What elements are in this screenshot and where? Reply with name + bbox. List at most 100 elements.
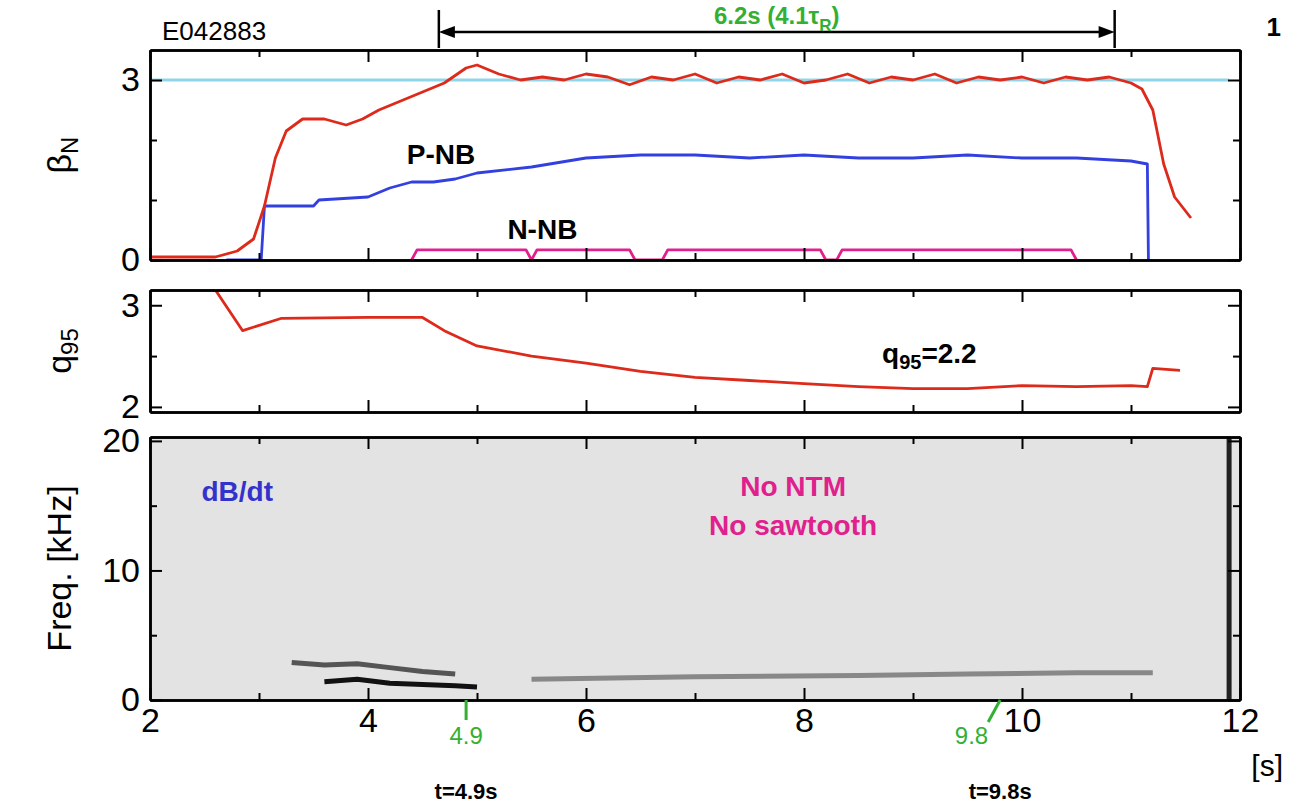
tick: [477, 253, 478, 260]
tick-mark: [1233, 140, 1240, 142]
tick: [1131, 437, 1132, 444]
axis-line: [149, 51, 152, 261]
tick: [477, 693, 478, 700]
tick: [1022, 50, 1023, 62]
tick: [1233, 140, 1240, 141]
tick: [1131, 693, 1132, 700]
tick-mark: [1131, 50, 1133, 57]
tick: [368, 50, 369, 62]
tick-mark: [695, 405, 697, 412]
y-axis-title: q95: [40, 328, 84, 374]
tick-mark: [913, 290, 915, 297]
axis-line: [1239, 291, 1242, 413]
tick-mark: [1131, 290, 1133, 297]
axis-t: [151, 437, 1241, 449]
caption: t=9.8s: [969, 779, 1032, 804]
text-part: R: [819, 16, 831, 35]
tick: 20: [102, 421, 162, 459]
series-line: [150, 65, 1191, 257]
tick: [913, 693, 914, 700]
tick: [1228, 305, 1240, 306]
tick: [913, 253, 914, 260]
tick-mark: [1131, 253, 1133, 260]
tick: 10: [102, 551, 162, 589]
axis-line: [149, 291, 152, 413]
plot-area: [215, 290, 1180, 389]
corner-label: 1: [1267, 12, 1281, 42]
tick-mark: [804, 50, 806, 62]
axis-line: [149, 438, 152, 701]
tick-mark: [368, 290, 370, 302]
tick: 8: [795, 688, 814, 739]
tick-mark: [1233, 356, 1240, 358]
tick: [259, 253, 260, 260]
axis-r: [1233, 438, 1241, 701]
tick: [1233, 506, 1240, 507]
y-axis-title: βN: [40, 137, 84, 174]
axis-l: 23: [121, 286, 162, 426]
tick-mark: [259, 405, 261, 412]
tick: [1022, 248, 1023, 260]
series-line: [1227, 437, 1232, 700]
tick: [804, 248, 805, 260]
tick-mark: [586, 437, 588, 449]
tick: [368, 248, 369, 260]
span-head: [439, 26, 455, 38]
tick: [1228, 441, 1240, 442]
annotation: P-NB: [407, 139, 475, 170]
axis-r: [1228, 438, 1241, 701]
tick-mark: [150, 635, 157, 637]
tick-label: 8: [795, 701, 814, 739]
axis-l: [150, 291, 157, 413]
tick: [695, 405, 696, 412]
tick-mark: [259, 693, 261, 700]
tick-label: 2: [141, 701, 160, 739]
tick-mark: [259, 253, 261, 260]
axis-r: [1228, 51, 1241, 261]
tick-label: 10: [102, 551, 140, 589]
figure: 03βNP-NBN-NBE04288316.2s (4.1τR)23q95q95…: [0, 0, 1289, 808]
caption: t=4.9s: [435, 779, 498, 804]
tick: [477, 290, 478, 297]
text-part: q: [882, 338, 899, 369]
tick-mark: [586, 50, 588, 62]
axis-b: 24681012: [141, 688, 1259, 739]
tick: [586, 400, 587, 412]
tick: [913, 50, 914, 57]
annotation: q95=2.2: [882, 338, 977, 373]
tick-mark: [1228, 440, 1240, 442]
marker-label: 4.9: [449, 722, 482, 749]
spectrogram-background: [150, 437, 1240, 700]
tick: [586, 437, 587, 449]
tick-mark: [150, 140, 157, 142]
tick-mark: [1022, 437, 1024, 449]
axis-b: [151, 693, 1241, 701]
tick: [150, 506, 157, 507]
tick-mark: [695, 253, 697, 260]
tick: [804, 437, 805, 449]
tick: [804, 290, 805, 302]
tick: 10: [1004, 688, 1042, 739]
axis-b: [151, 405, 1241, 413]
tick-mark: [1228, 406, 1240, 408]
tick-mark: [368, 437, 370, 449]
tick-mark: [150, 505, 157, 507]
axis-r: [1228, 291, 1241, 413]
axis-l: 03: [121, 51, 162, 279]
tick-mark: [586, 688, 588, 700]
text-part: 95: [899, 352, 921, 374]
annotation: No NTM: [740, 471, 846, 502]
tick: [1228, 570, 1240, 571]
tick-label: 10: [1004, 701, 1042, 739]
tick-mark: [259, 290, 261, 297]
tick-label: 0: [121, 680, 140, 718]
tick-mark: [586, 248, 588, 260]
series-line: [215, 290, 1180, 389]
tick-mark: [804, 400, 806, 412]
tick: [695, 693, 696, 700]
tick-mark: [368, 248, 370, 260]
tick-mark: [477, 290, 479, 297]
tick-mark: [804, 248, 806, 260]
tick: [1228, 80, 1240, 81]
tick-mark: [477, 437, 479, 444]
